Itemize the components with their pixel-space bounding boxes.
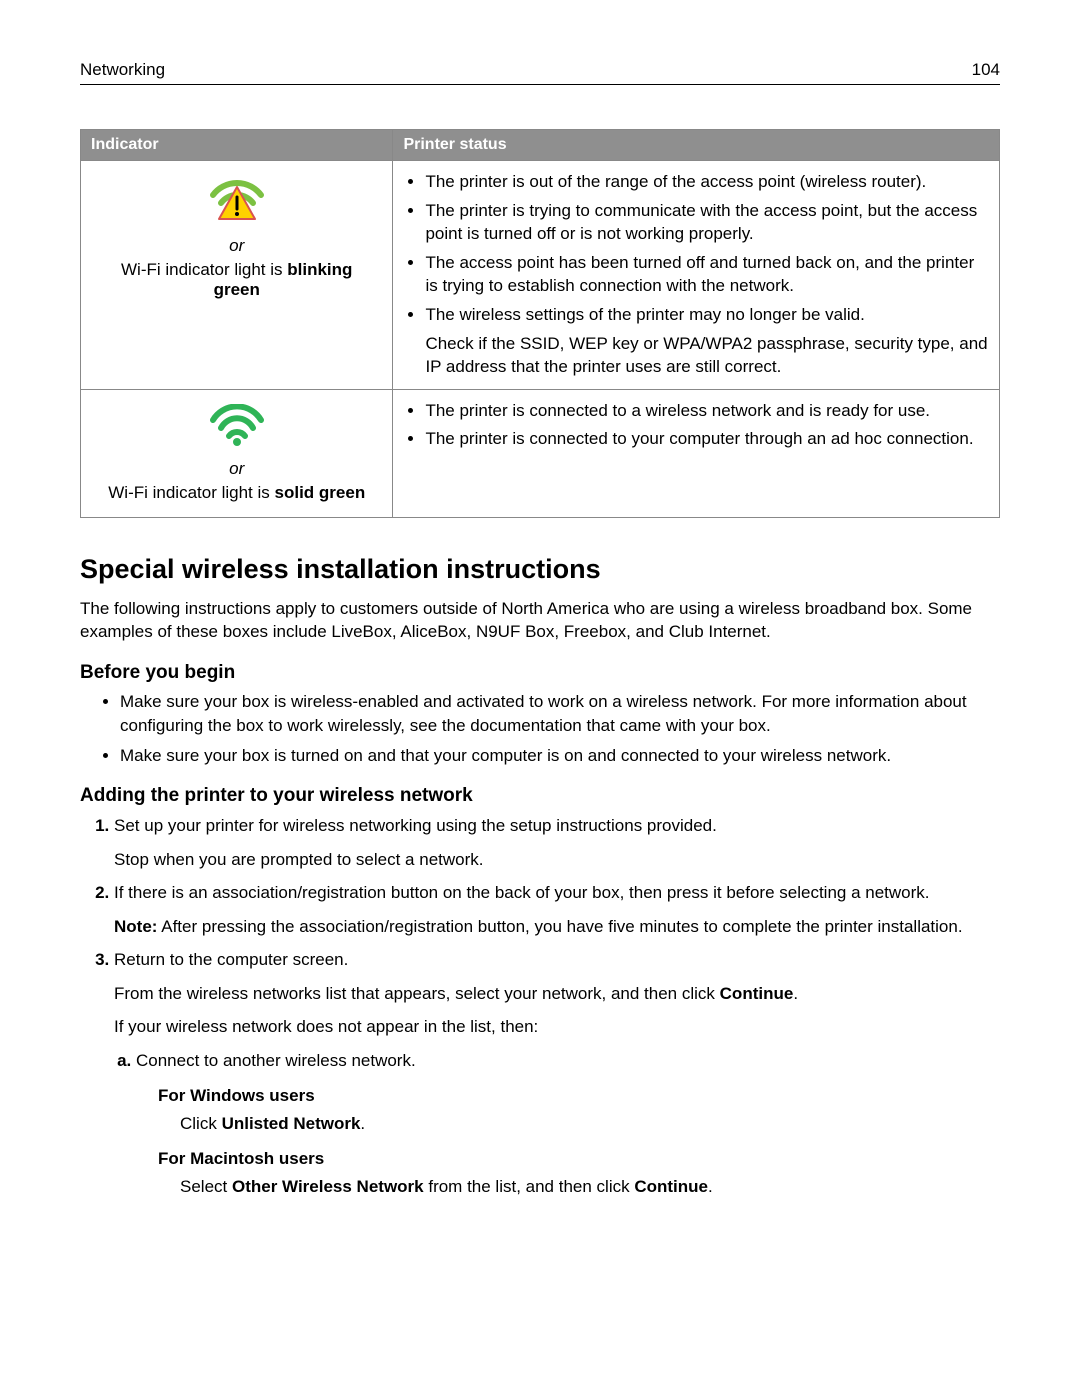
- windows-title: For Windows users: [158, 1083, 1000, 1109]
- page: Networking 104 Indicator Printer status: [0, 0, 1080, 1277]
- mac-body: Select Other Wireless Network from the l…: [180, 1174, 1000, 1200]
- status-bullet: The printer is trying to communicate wit…: [425, 200, 989, 246]
- col-header-status: Printer status: [393, 130, 1000, 161]
- indicator-desc-prefix: Wi‑Fi indicator light is: [108, 483, 274, 502]
- status-bullet: The printer is connected to your compute…: [425, 428, 989, 451]
- step-3: Return to the computer screen. From the …: [114, 947, 1000, 1199]
- note-label: Note:: [114, 917, 157, 936]
- wifi-warning-icon: [207, 175, 267, 225]
- mac-block: For Macintosh users Select Other Wireles…: [158, 1146, 1000, 1199]
- win-bold: Unlisted Network: [222, 1114, 361, 1133]
- step-1b: Stop when you are prompted to select a n…: [114, 847, 1000, 873]
- status-cell: The printer is out of the range of the a…: [393, 161, 1000, 390]
- step-3b-post: .: [793, 984, 798, 1003]
- step-3c: If your wireless network does not appear…: [114, 1014, 1000, 1040]
- indicator-cell: or Wi‑Fi indicator light is blinking gre…: [81, 161, 393, 390]
- step-3a: Return to the computer screen.: [114, 950, 348, 969]
- status-bullet: The wireless settings of the printer may…: [425, 304, 989, 327]
- step-3-substeps: Connect to another wireless network. For…: [114, 1048, 1000, 1200]
- step-3b-pre: From the wireless networks list that app…: [114, 984, 720, 1003]
- mac-title: For Macintosh users: [158, 1146, 1000, 1172]
- table-row: or Wi‑Fi indicator light is blinking gre…: [81, 161, 1000, 390]
- status-bullet: The printer is out of the range of the a…: [425, 171, 989, 194]
- windows-body: Click Unlisted Network.: [180, 1111, 1000, 1137]
- mac-mid: from the list, and then click: [424, 1177, 635, 1196]
- indicator-table: Indicator Printer status: [80, 129, 1000, 518]
- status-extra: Check if the SSID, WEP key or WPA/WPA2 p…: [425, 333, 989, 379]
- add-steps: Set up your printer for wireless network…: [80, 813, 1000, 1199]
- header-section: Networking: [80, 60, 165, 80]
- status-bullet: The printer is connected to a wireless n…: [425, 400, 989, 423]
- step-1a: Set up your printer for wireless network…: [114, 816, 717, 835]
- status-bullet: The access point has been turned off and…: [425, 252, 989, 298]
- indicator-cell: or Wi‑Fi indicator light is solid green: [81, 389, 393, 517]
- page-header: Networking 104: [80, 60, 1000, 85]
- indicator-or: or: [99, 236, 374, 256]
- table-row: or Wi‑Fi indicator light is solid green …: [81, 389, 1000, 517]
- status-bullets: The printer is connected to a wireless n…: [403, 400, 989, 452]
- windows-block: For Windows users Click Unlisted Network…: [158, 1083, 1000, 1136]
- header-page-number: 104: [972, 60, 1000, 80]
- indicator-desc: Wi‑Fi indicator light is solid green: [99, 483, 374, 503]
- note-body: After pressing the association/registrat…: [157, 917, 962, 936]
- indicator-desc-prefix: Wi‑Fi indicator light is: [121, 260, 287, 279]
- indicator-desc-bold: solid green: [275, 483, 366, 502]
- status-bullets: The printer is out of the range of the a…: [403, 171, 989, 327]
- win-post: .: [360, 1114, 365, 1133]
- table-header-row: Indicator Printer status: [81, 130, 1000, 161]
- section-intro: The following instructions apply to cust…: [80, 597, 1000, 645]
- before-bullet: Make sure your box is wireless‑enabled a…: [120, 690, 1000, 738]
- add-heading: Adding the printer to your wireless netw…: [80, 785, 1000, 807]
- indicator-or: or: [99, 459, 374, 479]
- step-3-sub-a: Connect to another wireless network. For…: [136, 1048, 1000, 1200]
- step-2a: If there is an association/registration …: [114, 883, 930, 902]
- mac-post: .: [708, 1177, 713, 1196]
- step-2-note: Note: After pressing the association/reg…: [114, 914, 1000, 940]
- before-bullets: Make sure your box is wireless‑enabled a…: [80, 690, 1000, 767]
- mac-bold-2: Continue: [634, 1177, 708, 1196]
- col-header-indicator: Indicator: [81, 130, 393, 161]
- step-3-sub-a-text: Connect to another wireless network.: [136, 1051, 416, 1070]
- step-3b: From the wireless networks list that app…: [114, 981, 1000, 1007]
- section-heading: Special wireless installation instructio…: [80, 554, 1000, 585]
- step-1: Set up your printer for wireless network…: [114, 813, 1000, 872]
- wifi-solid-icon: [209, 404, 265, 448]
- indicator-desc: Wi‑Fi indicator light is blinking green: [99, 260, 374, 300]
- before-bullet: Make sure your box is turned on and that…: [120, 744, 1000, 768]
- step-3b-bold: Continue: [720, 984, 794, 1003]
- before-heading: Before you begin: [80, 662, 1000, 684]
- status-cell: The printer is connected to a wireless n…: [393, 389, 1000, 517]
- mac-bold-1: Other Wireless Network: [232, 1177, 424, 1196]
- win-pre: Click: [180, 1114, 222, 1133]
- mac-pre: Select: [180, 1177, 232, 1196]
- step-2: If there is an association/registration …: [114, 880, 1000, 939]
